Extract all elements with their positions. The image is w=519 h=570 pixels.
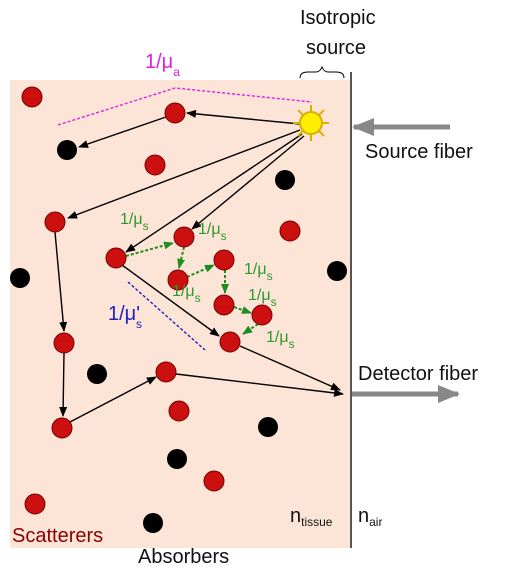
label-part: a xyxy=(173,65,180,79)
scatterer xyxy=(25,494,45,514)
label-part: s xyxy=(271,295,277,309)
diagram: Isotropic source 1/μa Source fiber Detec… xyxy=(0,0,519,570)
label-part: 1/μ xyxy=(172,283,195,300)
label-part: s xyxy=(136,317,142,331)
label: Detector fiber xyxy=(358,363,478,385)
label-part: 1/μ xyxy=(248,287,271,304)
label: Absorbers xyxy=(138,546,229,568)
scatterer xyxy=(252,305,272,325)
label-part: s xyxy=(143,219,149,233)
scatterer xyxy=(165,103,185,123)
label: nair xyxy=(358,505,382,529)
scatterer xyxy=(174,227,194,247)
arrow xyxy=(63,353,64,416)
scatterer xyxy=(52,418,72,438)
scatterer xyxy=(280,221,300,241)
scatterer xyxy=(214,295,234,315)
label: Scatterers xyxy=(12,525,103,547)
label: source xyxy=(306,37,366,59)
label-part: 1/μ xyxy=(145,51,173,73)
label-part: 1/μ xyxy=(198,221,221,238)
absorber xyxy=(258,417,278,437)
shape xyxy=(300,112,322,134)
label-part: n xyxy=(290,505,301,527)
label-part: n xyxy=(358,505,369,527)
scatterer xyxy=(169,401,189,421)
absorber xyxy=(10,268,30,288)
source xyxy=(293,105,329,141)
absorber xyxy=(87,364,107,384)
label-part: 1/μ xyxy=(244,261,267,278)
scatterer xyxy=(156,362,176,382)
scatterer xyxy=(214,250,234,270)
brace xyxy=(300,67,344,78)
scatterer xyxy=(22,87,42,107)
label: Isotropic xyxy=(300,7,376,29)
label: Source fiber xyxy=(365,141,473,163)
scatterer xyxy=(204,471,224,491)
label-part: s xyxy=(195,291,201,305)
absorber xyxy=(143,513,163,533)
scatterer xyxy=(220,332,240,352)
label-part: s xyxy=(221,229,227,243)
scatterer xyxy=(54,333,74,353)
label-part: tissue xyxy=(301,515,333,529)
label-part: s xyxy=(267,269,273,283)
absorber xyxy=(275,170,295,190)
label-part: s xyxy=(289,337,295,351)
scatterer xyxy=(145,155,165,175)
label: 1/μa xyxy=(145,51,180,79)
absorber xyxy=(167,449,187,469)
label-part: 1/μ xyxy=(266,329,289,346)
absorber xyxy=(327,261,347,281)
scatterer xyxy=(106,248,126,268)
label-part: 1/μ xyxy=(120,211,143,228)
absorber xyxy=(57,140,77,160)
label-part: air xyxy=(369,515,382,529)
scatterer xyxy=(45,212,65,232)
